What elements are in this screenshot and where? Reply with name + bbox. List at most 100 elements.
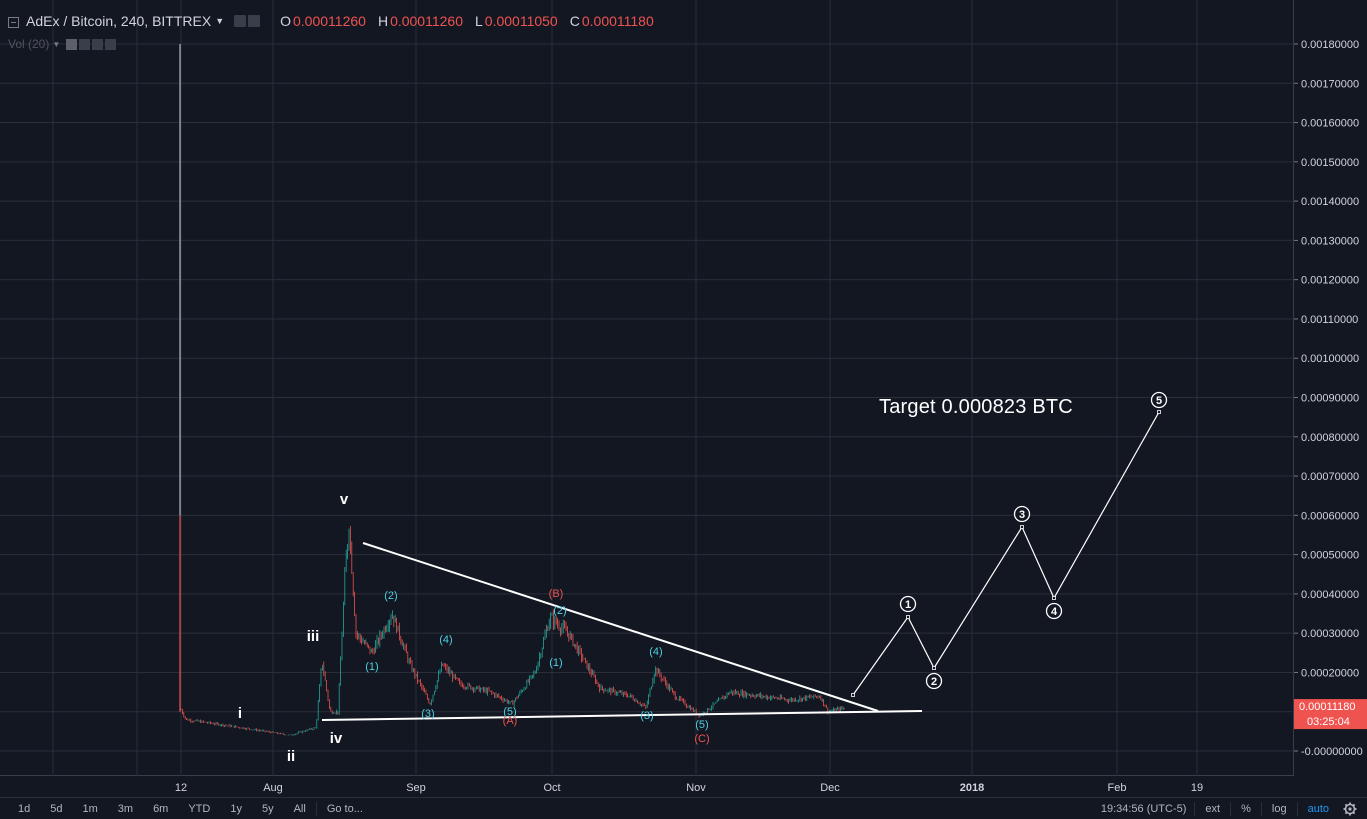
minor-wave-label: (5) bbox=[695, 719, 708, 731]
minor-wave-label: (3) bbox=[421, 708, 434, 720]
range-ytd-button[interactable]: YTD bbox=[188, 802, 211, 815]
minor-wave-label: (5) bbox=[503, 706, 516, 718]
price-tick-label: 0.00140000 bbox=[1301, 196, 1359, 208]
chart-area[interactable]: i ii iii iv v (1) (2) (3) (4) (5) (1) (2) (3) (4) (5)(… bbox=[0, 0, 1294, 776]
symbol-dropdown-icon[interactable]: ▼ bbox=[215, 16, 225, 26]
symbol-legend: AdEx / Bitcoin, 240, BITTREX ▼ O 0.000112… bbox=[26, 13, 654, 29]
price-chart[interactable]: iiiiiiivv(1)(2)(3)(4)(5)(1)(2)(3)(4)(5)(… bbox=[0, 0, 1294, 776]
clock-timezone[interactable]: 19:34:56 (UTC-5) bbox=[1100, 802, 1187, 815]
toolbar-divider bbox=[315, 801, 317, 816]
time-tick-label: Oct bbox=[543, 782, 560, 794]
projection-wave-label: 2 bbox=[931, 676, 937, 688]
volume-settings-icon[interactable] bbox=[79, 38, 91, 50]
toolbar-divider bbox=[1194, 801, 1196, 816]
price-scale[interactable]: 0.00180000 0.00170000 0.00160000 0.00150000… bbox=[1294, 0, 1367, 776]
time-tick-label: 19 bbox=[1191, 782, 1203, 794]
log-toggle[interactable]: log bbox=[1271, 802, 1287, 815]
corrective-wave-label: (C) bbox=[694, 733, 709, 745]
range-1m-button[interactable]: 1m bbox=[82, 802, 98, 815]
low-label: L bbox=[475, 13, 483, 29]
range-all-button[interactable]: All bbox=[293, 802, 306, 815]
time-tick-label: Sep bbox=[406, 782, 426, 794]
price-tick-label: 0.00130000 bbox=[1301, 235, 1359, 247]
projection-wave-label: 1 bbox=[905, 599, 911, 611]
current-price-label: 0.00011180 bbox=[1299, 701, 1355, 713]
high-label: H bbox=[377, 13, 389, 29]
projection-anchor bbox=[1020, 525, 1024, 529]
projection-anchor bbox=[932, 666, 936, 670]
countdown-label: 03:25:04 bbox=[1307, 716, 1350, 728]
time-tick-label: 2018 bbox=[960, 782, 984, 794]
range-5y-button[interactable]: 5y bbox=[261, 802, 274, 815]
ext-toggle[interactable]: ext bbox=[1205, 802, 1221, 815]
gear-icon[interactable] bbox=[1343, 802, 1357, 816]
minor-wave-label: (3) bbox=[640, 710, 653, 722]
volume-legend: Vol (20) ▼ bbox=[8, 37, 118, 51]
open-label: O bbox=[280, 13, 291, 29]
upper-trendline bbox=[362, 542, 879, 712]
major-wave-label: i bbox=[238, 705, 242, 722]
projection-wave-circle bbox=[1150, 391, 1168, 409]
bottom-toolbar: 1d 5d 1m 3m 6m YTD 1y 5y All Go to... 19… bbox=[0, 797, 1367, 819]
close-value: 0.00011180 bbox=[581, 13, 654, 29]
minor-wave-label: (4) bbox=[439, 634, 452, 646]
auto-toggle[interactable]: auto bbox=[1307, 802, 1329, 815]
price-tick-label: 0.00100000 bbox=[1301, 353, 1359, 365]
projection-wave-label: 5 bbox=[1156, 395, 1162, 407]
close-label: C bbox=[569, 13, 580, 29]
minor-wave-label: (1) bbox=[365, 661, 378, 673]
projection-anchor bbox=[1052, 596, 1056, 600]
range-1y-button[interactable]: 1y bbox=[230, 802, 242, 815]
major-wave-label: iv bbox=[330, 730, 343, 747]
corrective-wave-label: (A) bbox=[503, 715, 518, 727]
toolbar-divider bbox=[1230, 801, 1232, 816]
time-scale[interactable]: 12 Aug Sep Oct Nov Dec 2018 Feb 19 bbox=[0, 776, 1294, 797]
settings-icon[interactable] bbox=[234, 15, 247, 27]
price-tick-label: 0.00120000 bbox=[1301, 275, 1359, 287]
range-5d-button[interactable]: 5d bbox=[50, 802, 63, 815]
volume-remove-icon[interactable] bbox=[105, 38, 117, 50]
projection-wave-circle bbox=[899, 595, 917, 613]
range-6m-button[interactable]: 6m bbox=[153, 802, 169, 815]
goto-button[interactable]: Go to... bbox=[326, 802, 363, 815]
time-tick-label: Nov bbox=[686, 782, 706, 794]
open-value: 0.00011260 bbox=[293, 13, 366, 29]
projection-wave-circle bbox=[925, 672, 943, 690]
corrective-wave-label: (B) bbox=[549, 588, 564, 600]
volume-visibility-icon[interactable] bbox=[66, 38, 78, 50]
target-label[interactable]: Target 0.000823 BTC bbox=[879, 396, 1073, 418]
projection-anchor bbox=[1157, 410, 1161, 414]
major-wave-label: iii bbox=[307, 628, 320, 645]
toolbar-divider bbox=[1296, 801, 1298, 816]
minor-wave-label: (2) bbox=[384, 590, 397, 602]
wave-projection-path bbox=[852, 411, 1160, 696]
minor-wave-label: (2) bbox=[553, 605, 566, 617]
price-tick-label: 0.00180000 bbox=[1301, 39, 1359, 51]
volume-label[interactable]: Vol (20) bbox=[8, 37, 50, 51]
range-1d-button[interactable]: 1d bbox=[18, 802, 31, 815]
volume-more-icon[interactable] bbox=[92, 38, 104, 50]
major-wave-label: v bbox=[340, 491, 349, 508]
time-tick-label: Aug bbox=[263, 782, 283, 794]
price-tick-label: 0.00070000 bbox=[1301, 471, 1359, 483]
range-3m-button[interactable]: 3m bbox=[117, 802, 134, 815]
projection-wave-label: 3 bbox=[1019, 509, 1025, 521]
symbol-title[interactable]: AdEx / Bitcoin, 240, BITTREX bbox=[26, 13, 212, 29]
price-tick-label: 0.00160000 bbox=[1301, 118, 1359, 130]
current-price-tag bbox=[1294, 699, 1367, 730]
collapse-legend-icon[interactable] bbox=[8, 17, 19, 28]
lower-trendline bbox=[321, 710, 923, 721]
price-tick-label: 0.00090000 bbox=[1301, 393, 1359, 405]
toolbar-divider bbox=[1260, 801, 1262, 816]
volume-dropdown-icon[interactable]: ▼ bbox=[52, 39, 61, 49]
visibility-icon[interactable] bbox=[248, 15, 261, 27]
price-tick-label: 0.00020000 bbox=[1301, 667, 1359, 679]
projection-wave-circle bbox=[1013, 505, 1031, 523]
percent-toggle[interactable]: % bbox=[1241, 802, 1251, 815]
projection-anchor bbox=[851, 693, 855, 697]
price-tick-label: 0.00170000 bbox=[1301, 78, 1359, 90]
price-tick-label: 0.00150000 bbox=[1301, 157, 1359, 169]
time-tick-label: Dec bbox=[820, 782, 840, 794]
minor-wave-label: (4) bbox=[649, 646, 662, 658]
projection-wave-circle bbox=[1045, 602, 1063, 620]
